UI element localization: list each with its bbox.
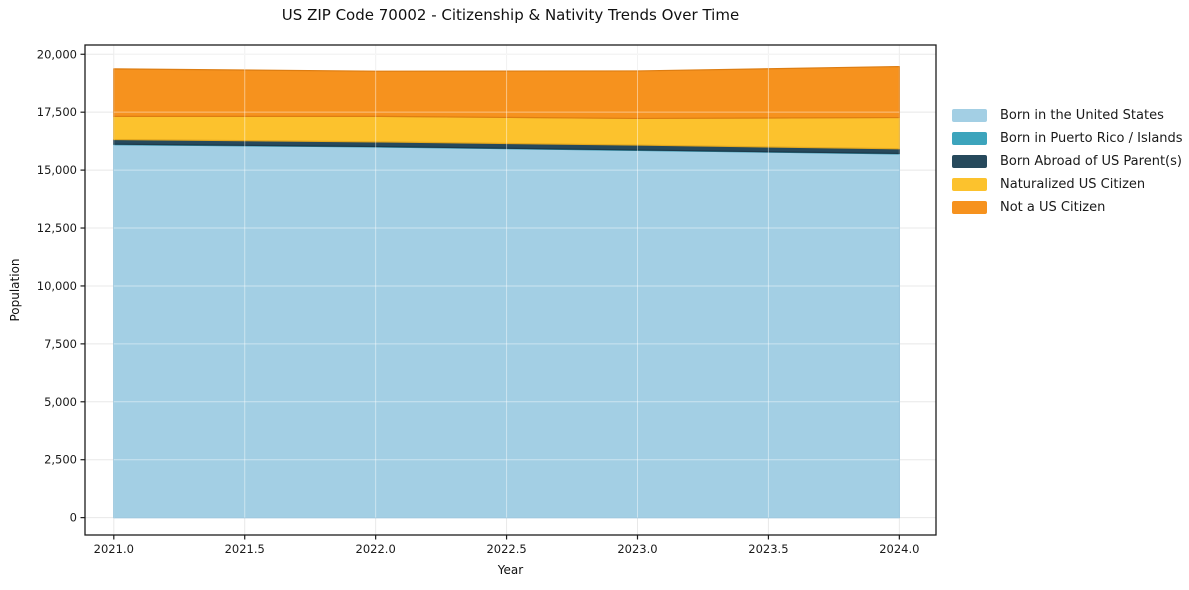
axis-tick-labels: 2021.0 2021.5 2022.0 2022.5 2023.0 2023.5 2024… <box>37 47 920 556</box>
svg-text:2024.0: 2024.0 <box>879 542 919 556</box>
svg-text:5,000: 5,000 <box>44 395 77 409</box>
y-axis-label: Population <box>8 258 22 322</box>
legend-item-naturalized: Naturalized US Citizen <box>952 173 1183 196</box>
svg-text:20,000: 20,000 <box>37 47 77 61</box>
svg-text:10,000: 10,000 <box>37 279 77 293</box>
chart-title: US ZIP Code 70002 - Citizenship & Nativi… <box>281 6 740 24</box>
legend-swatch-born-abroad-icon <box>952 155 987 168</box>
x-axis-label: Year <box>497 563 524 577</box>
svg-text:12,500: 12,500 <box>37 221 77 235</box>
legend-item-not-a-citizen: Not a US Citizen <box>952 196 1183 219</box>
svg-text:2022.5: 2022.5 <box>486 542 526 556</box>
svg-text:0: 0 <box>70 511 77 525</box>
legend-swatch-born-in-us-icon <box>952 109 987 122</box>
legend-label: Not a US Citizen <box>1000 200 1106 215</box>
plot-frame <box>84 44 937 536</box>
svg-text:7,500: 7,500 <box>44 337 77 351</box>
svg-text:2,500: 2,500 <box>44 453 77 467</box>
legend-label: Born in the United States <box>1000 108 1164 123</box>
area-series-4 <box>113 65 900 120</box>
legend-item-born-in-puerto-rico: Born in Puerto Rico / Islands <box>952 127 1183 150</box>
legend-swatch-naturalized-icon <box>952 178 987 191</box>
legend-swatch-not-a-citizen-icon <box>952 201 987 214</box>
gridlines-overlay <box>113 45 900 518</box>
legend-swatch-born-in-puerto-rico-icon <box>952 132 987 145</box>
legend-label: Born in Puerto Rico / Islands <box>1000 131 1183 146</box>
svg-text:2022.0: 2022.0 <box>356 542 396 556</box>
stacked-areas <box>113 65 900 519</box>
svg-text:2021.5: 2021.5 <box>225 542 265 556</box>
legend-label: Naturalized US Citizen <box>1000 177 1146 192</box>
svg-text:2023.5: 2023.5 <box>748 542 788 556</box>
legend-item-born-in-us: Born in the United States <box>952 104 1183 127</box>
svg-text:2023.0: 2023.0 <box>617 542 657 556</box>
legend: Born in the United States Born in Puerto… <box>952 104 1183 219</box>
svg-text:17,500: 17,500 <box>37 105 77 119</box>
svg-text:15,000: 15,000 <box>37 163 77 177</box>
axis-ticks <box>80 53 900 540</box>
legend-label: Born Abroad of US Parent(s) <box>1000 154 1182 169</box>
svg-text:2021.0: 2021.0 <box>94 542 134 556</box>
legend-item-born-abroad: Born Abroad of US Parent(s) <box>952 150 1183 173</box>
